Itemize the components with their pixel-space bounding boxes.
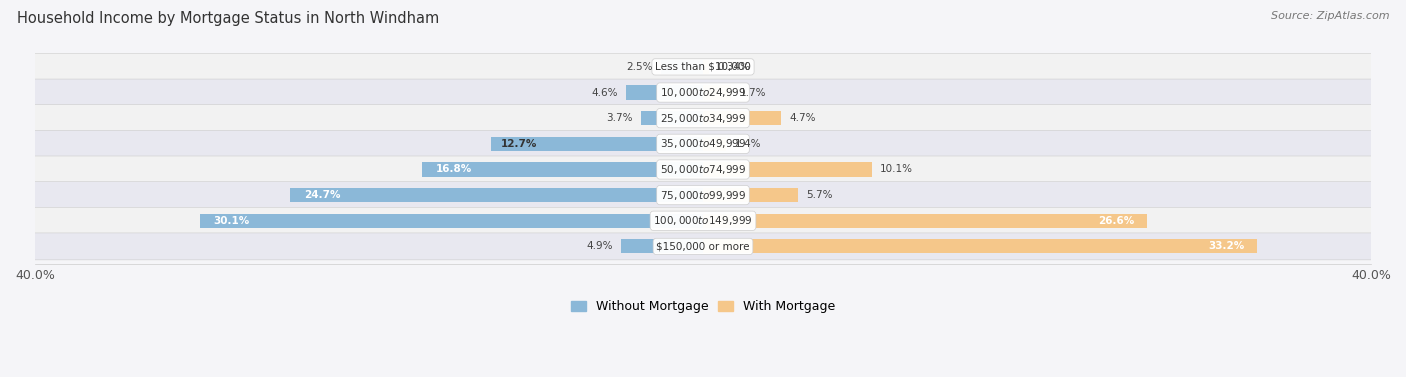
- FancyBboxPatch shape: [25, 233, 1381, 260]
- Text: $100,000 to $149,999: $100,000 to $149,999: [654, 214, 752, 227]
- Bar: [703, 214, 1147, 228]
- Text: $50,000 to $74,999: $50,000 to $74,999: [659, 163, 747, 176]
- Text: Less than $10,000: Less than $10,000: [655, 62, 751, 72]
- Bar: [703, 60, 709, 74]
- Bar: [621, 239, 703, 253]
- Bar: [422, 162, 703, 176]
- Bar: [703, 188, 799, 202]
- Bar: [200, 214, 703, 228]
- Bar: [641, 111, 703, 125]
- FancyBboxPatch shape: [25, 207, 1381, 234]
- Bar: [703, 162, 872, 176]
- Text: 30.1%: 30.1%: [214, 216, 250, 226]
- FancyBboxPatch shape: [25, 79, 1381, 106]
- Bar: [703, 239, 1257, 253]
- Text: 16.8%: 16.8%: [436, 164, 472, 175]
- Bar: [703, 137, 727, 151]
- Text: 4.7%: 4.7%: [790, 113, 817, 123]
- Text: 4.9%: 4.9%: [586, 241, 613, 251]
- Text: $35,000 to $49,999: $35,000 to $49,999: [659, 137, 747, 150]
- Text: 10.1%: 10.1%: [880, 164, 912, 175]
- Text: 5.7%: 5.7%: [807, 190, 832, 200]
- FancyBboxPatch shape: [25, 156, 1381, 183]
- Text: 12.7%: 12.7%: [501, 139, 537, 149]
- Text: 2.5%: 2.5%: [627, 62, 652, 72]
- FancyBboxPatch shape: [25, 182, 1381, 208]
- Bar: [626, 86, 703, 100]
- Bar: [703, 86, 731, 100]
- FancyBboxPatch shape: [25, 105, 1381, 132]
- Text: Household Income by Mortgage Status in North Windham: Household Income by Mortgage Status in N…: [17, 11, 439, 26]
- Text: 3.7%: 3.7%: [606, 113, 633, 123]
- Text: 4.6%: 4.6%: [592, 87, 617, 98]
- Text: 0.34%: 0.34%: [717, 62, 749, 72]
- Text: 1.4%: 1.4%: [735, 139, 761, 149]
- Text: 1.7%: 1.7%: [740, 87, 766, 98]
- Legend: Without Mortgage, With Mortgage: Without Mortgage, With Mortgage: [565, 296, 841, 319]
- Bar: [291, 188, 703, 202]
- Bar: [491, 137, 703, 151]
- Bar: [661, 60, 703, 74]
- FancyBboxPatch shape: [25, 54, 1381, 80]
- Text: $150,000 or more: $150,000 or more: [657, 241, 749, 251]
- Text: $10,000 to $24,999: $10,000 to $24,999: [659, 86, 747, 99]
- Bar: [703, 111, 782, 125]
- Text: 33.2%: 33.2%: [1208, 241, 1244, 251]
- Text: $25,000 to $34,999: $25,000 to $34,999: [659, 112, 747, 125]
- Text: Source: ZipAtlas.com: Source: ZipAtlas.com: [1271, 11, 1389, 21]
- Text: $75,000 to $99,999: $75,000 to $99,999: [659, 188, 747, 202]
- FancyBboxPatch shape: [25, 130, 1381, 157]
- Text: 24.7%: 24.7%: [304, 190, 340, 200]
- Text: 26.6%: 26.6%: [1098, 216, 1133, 226]
